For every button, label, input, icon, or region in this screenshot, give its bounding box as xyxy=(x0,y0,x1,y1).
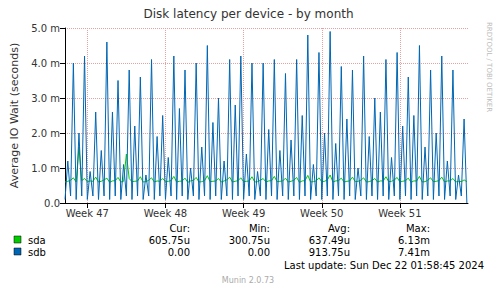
svg-text:Week 49: Week 49 xyxy=(222,208,265,219)
svg-text:7.41m: 7.41m xyxy=(398,247,430,258)
svg-text:Munin 2.0.73: Munin 2.0.73 xyxy=(222,276,274,285)
svg-text:Week 47: Week 47 xyxy=(66,208,109,219)
svg-text:Max:: Max: xyxy=(406,223,430,234)
svg-text:Cur:: Cur: xyxy=(169,223,190,234)
svg-text:Last update: Sun Dec 22 01:58:: Last update: Sun Dec 22 01:58:45 2024 xyxy=(284,260,484,271)
svg-text:RRDTOOL / TOBI OETIKER: RRDTOOL / TOBI OETIKER xyxy=(485,22,493,112)
svg-text:0.0: 0.0 xyxy=(44,198,60,209)
svg-text:6.13m: 6.13m xyxy=(398,235,430,246)
svg-text:Disk latency per device - by m: Disk latency per device - by month xyxy=(143,7,353,21)
svg-text:Avg:: Avg: xyxy=(328,223,350,234)
svg-text:300.75u: 300.75u xyxy=(229,235,270,246)
svg-text:4.0 m: 4.0 m xyxy=(31,58,60,69)
svg-text:913.75u: 913.75u xyxy=(309,247,350,258)
svg-text:5.0 m: 5.0 m xyxy=(31,23,60,34)
svg-text:605.75u: 605.75u xyxy=(149,235,190,246)
svg-text:sdb: sdb xyxy=(28,247,46,258)
svg-text:1.0 m: 1.0 m xyxy=(31,163,60,174)
svg-text:sda: sda xyxy=(28,235,46,246)
svg-text:Week 50: Week 50 xyxy=(300,208,343,219)
svg-text:Average IO Wait (seconds): Average IO Wait (seconds) xyxy=(8,43,21,188)
svg-text:0.00: 0.00 xyxy=(168,247,190,258)
svg-text:3.0 m: 3.0 m xyxy=(31,93,60,104)
svg-text:637.49u: 637.49u xyxy=(309,235,350,246)
svg-text:Week 48: Week 48 xyxy=(144,208,187,219)
svg-text:2.0 m: 2.0 m xyxy=(31,128,60,139)
svg-text:0.00: 0.00 xyxy=(248,247,270,258)
svg-text:Week 51: Week 51 xyxy=(378,208,421,219)
svg-text:Min:: Min: xyxy=(249,223,270,234)
